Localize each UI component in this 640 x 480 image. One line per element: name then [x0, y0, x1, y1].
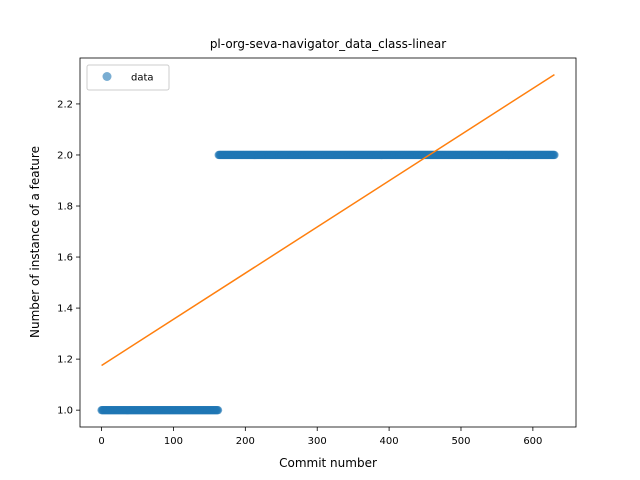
- fit-line: [101, 73, 555, 367]
- y-tick-label: 1.0: [57, 406, 73, 417]
- y-tick-label: 1.8: [57, 202, 73, 213]
- y-axis-label: Number of instance of a feature: [28, 146, 42, 338]
- y-tick-label: 2.0: [57, 150, 73, 161]
- x-tick-label: 0: [98, 436, 104, 447]
- legend-marker-data: [102, 72, 112, 81]
- plot-area: [97, 73, 559, 415]
- y-tick-label: 1.4: [57, 304, 73, 315]
- legend-box: [86, 64, 170, 91]
- x-tick-label: 100: [164, 436, 183, 447]
- y-tick-label: 1.2: [57, 355, 73, 366]
- data-point: [213, 405, 223, 415]
- axes: 0 100 200 300 400 500 600 1.0 1.2 1.4 1.6 1.8 2.0 2.2: [57, 57, 577, 447]
- x-tick-label: 500: [451, 436, 470, 447]
- x-axis-label: Commit number: [279, 456, 377, 470]
- x-tick-label: 400: [380, 436, 399, 447]
- x-tick-label: 200: [236, 436, 255, 447]
- data-point: [550, 150, 559, 160]
- x-tick-label: 600: [523, 436, 542, 447]
- legend-label-data: data: [131, 73, 154, 84]
- y-tick-label: 1.6: [57, 253, 73, 264]
- legend: data: [86, 64, 170, 91]
- x-tick-label: 300: [308, 436, 327, 447]
- chart-title: pl-org-seva-navigator_data_class-linear: [210, 37, 446, 51]
- y-tick-label: 2.2: [57, 99, 73, 110]
- axes-frame: [79, 57, 577, 428]
